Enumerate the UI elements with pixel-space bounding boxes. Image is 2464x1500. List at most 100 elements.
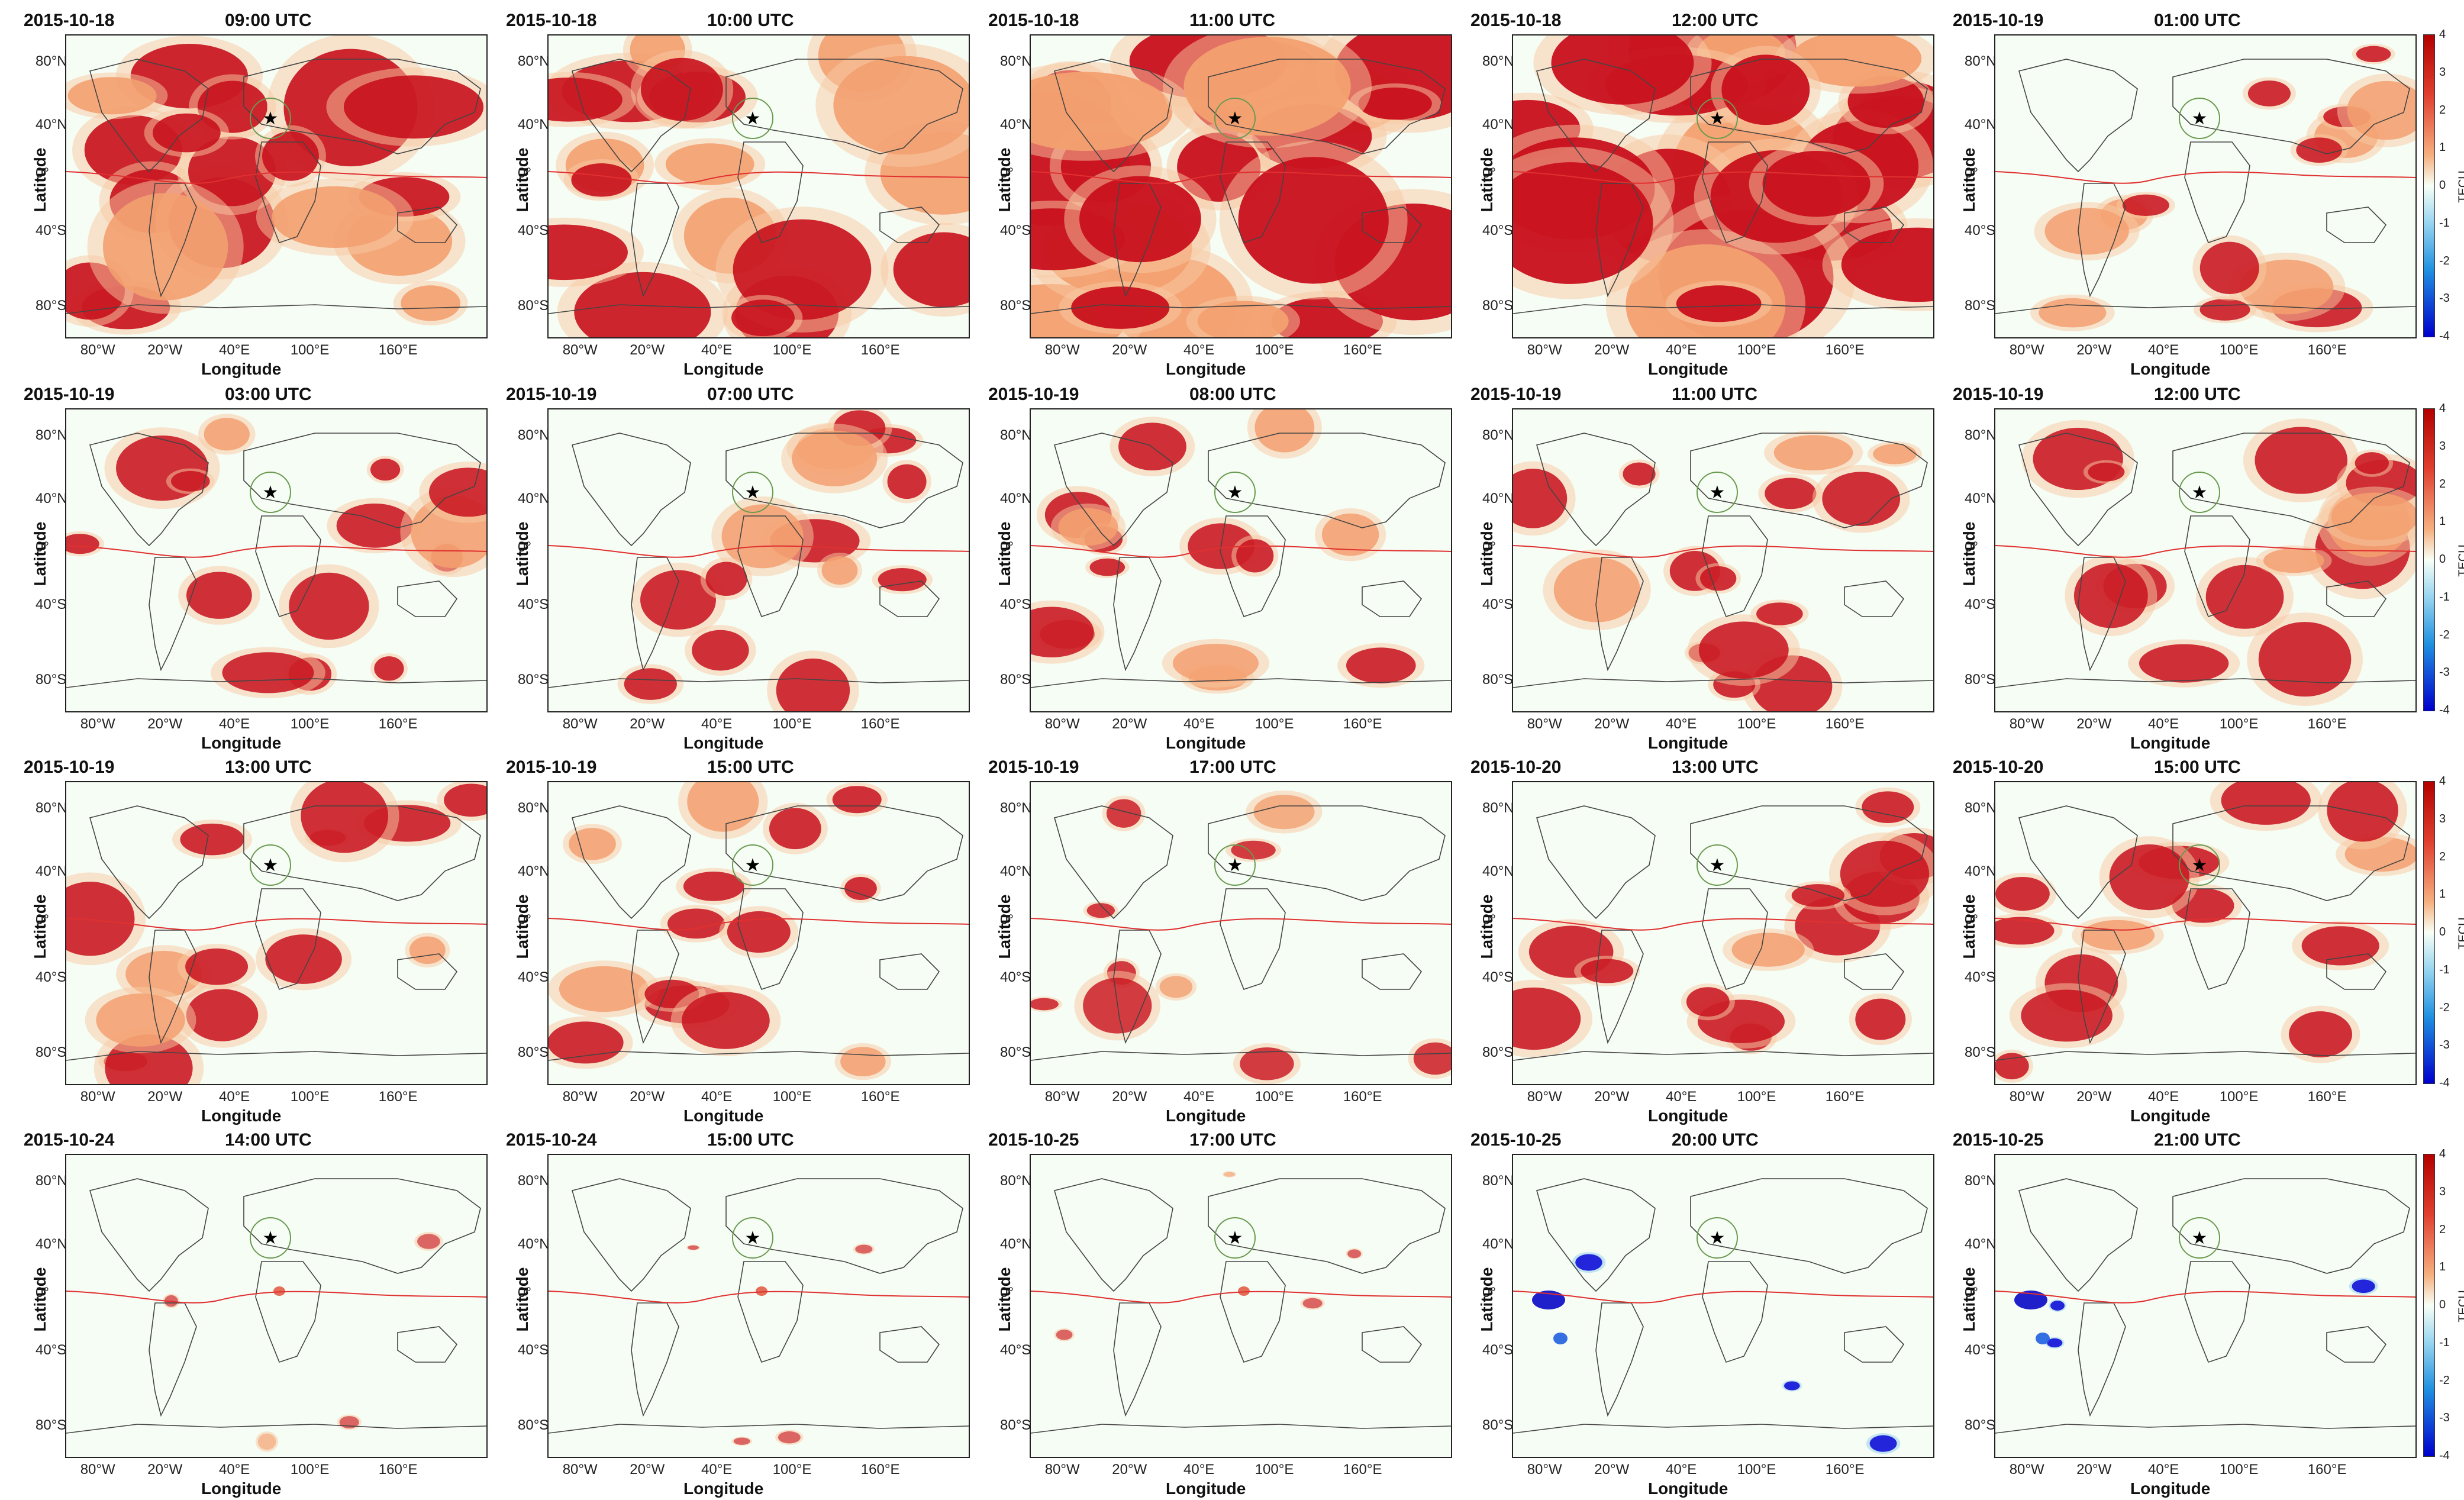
lon-tick-label: 100°E: [290, 716, 330, 732]
lat-tick-label: 40°S: [36, 969, 67, 985]
lat-tick-label: 40°S: [1482, 969, 1514, 985]
lon-tick-label: 160°E: [860, 1089, 900, 1105]
tecu-colorbar: 4 3 2 1 0 -1 -2 -3 -4 TECU: [2423, 402, 2464, 717]
lon-tick-label: 160°E: [378, 1089, 418, 1105]
magnetic-equator-line: [66, 171, 486, 184]
tec-anomaly-regions: [617, 409, 933, 711]
map-panel: 2015-10-19 13:00 UTC ★ 80°N 40°N 0° 40°S 80°S 80…: [24, 757, 491, 1125]
map-plot-area: ★: [547, 781, 970, 1085]
map-plot-area: ★: [1512, 34, 1934, 338]
magnetic-equator-line: [1995, 545, 2415, 558]
lat-tick-label: 80°S: [36, 1417, 67, 1433]
lat-tick-label: 40°S: [518, 1341, 549, 1358]
coastline-outline: [66, 1178, 486, 1434]
magnetic-equator-line: [1031, 545, 1451, 558]
lon-tick-label: 100°E: [290, 342, 330, 358]
lat-tick-label: 0°: [518, 164, 531, 181]
colorbar-tick-label: -4: [2439, 1076, 2450, 1089]
lat-tick-label: 80°N: [1482, 53, 1514, 69]
lat-tick-label: 80°N: [1482, 799, 1514, 816]
lon-tick-label: 160°E: [378, 342, 418, 358]
magnetic-equator-line: [1031, 1291, 1451, 1304]
lat-tick-label: 40°N: [1482, 491, 1514, 507]
magnetic-equator-line: [1995, 171, 2415, 184]
x-axis-label: Longitude: [1166, 734, 1246, 752]
x-axis-label: Longitude: [201, 734, 282, 752]
star-icon: ★: [1710, 109, 1726, 128]
lat-tick-label: 80°S: [1965, 1044, 1996, 1060]
map-plot-area: ★: [1512, 1154, 1934, 1458]
map-plot-area: ★: [1512, 408, 1934, 712]
lon-tick-label: 160°E: [1825, 1462, 1865, 1478]
lon-tick-label: 40°E: [701, 1089, 733, 1105]
coastline-outline: [549, 433, 969, 688]
lat-tick-label: 80°S: [518, 1044, 549, 1060]
colorbar-tick-label: 2: [2439, 103, 2446, 117]
lon-tick-label: 100°E: [772, 716, 812, 732]
lat-tick-label: 80°N: [1965, 799, 1997, 816]
panel-time: 13:00 UTC: [1672, 757, 1759, 777]
lon-tick-label: 160°E: [860, 342, 900, 358]
lon-tick-label: 20°W: [2076, 1462, 2112, 1478]
magnetic-equator-line: [66, 1291, 486, 1304]
lon-tick-label: 160°E: [860, 716, 900, 732]
epicenter-circle: [1697, 844, 1738, 886]
colorbar-tick-label: -1: [2439, 590, 2450, 604]
star-icon: ★: [745, 856, 761, 875]
lon-tick-label: 40°E: [2148, 1089, 2179, 1105]
colorbar-label: TECU: [2456, 917, 2464, 950]
coastline-outline: [1031, 433, 1451, 688]
map-plot-area: ★: [1030, 34, 1452, 338]
colorbar-tick-label: 2: [2439, 1222, 2446, 1236]
lon-tick-label: 100°E: [1737, 716, 1776, 732]
x-axis-label: Longitude: [2130, 360, 2211, 378]
map-panel: 2015-10-19 08:00 UTC ★ 80°N 40°N 0° 40°S 80°S 80…: [988, 385, 1456, 752]
lon-tick-label: 160°E: [2307, 1462, 2347, 1478]
lat-tick-label: 80°N: [1000, 799, 1032, 816]
lon-tick-label: 80°W: [2009, 1462, 2044, 1478]
y-axis-label: Latitude: [513, 147, 531, 212]
lat-tick-label: 40°N: [1000, 1236, 1032, 1252]
magnetic-equator-line: [1513, 1291, 1933, 1304]
map-panel: 2015-10-25 20:00 UTC ★ 80°N 40°N 0° 40°S 80°S 80…: [1470, 1130, 1938, 1498]
epicenter-circle: [1697, 1217, 1738, 1259]
lat-tick-label: 40°N: [1000, 863, 1032, 879]
lon-tick-label: 100°E: [2219, 1089, 2259, 1105]
colorbar-tick-label: -3: [2439, 1038, 2450, 1052]
star-icon: ★: [1227, 109, 1243, 128]
panel-date: 2015-10-19: [988, 757, 1079, 777]
panel-date: 2015-10-19: [24, 385, 115, 404]
map-plot-area: ★: [547, 408, 970, 712]
epicenter-circle: [1214, 844, 1256, 886]
colorbar-tick-label: 4: [2439, 28, 2446, 41]
coastline-outline: [1031, 59, 1451, 314]
lon-tick-label: 160°E: [1825, 342, 1865, 358]
map-panel: 2015-10-20 15:00 UTC ★ 80°N 40°N 0° 40°S 80°S 80…: [1953, 757, 2420, 1125]
lat-tick-label: 40°N: [518, 491, 550, 507]
lon-tick-label: 40°E: [701, 716, 733, 732]
tecu-colorbar: 4 3 2 1 0 -1 -2 -3 -4 TECU: [2423, 28, 2464, 343]
lat-tick-label: 80°S: [1000, 672, 1031, 688]
lon-tick-label: 20°W: [2076, 716, 2112, 732]
colorbar-tick-label: -1: [2439, 963, 2450, 976]
map-panel: 2015-10-18 12:00 UTC ★ 80°N 40°N 0° 40°S 80°S 80…: [1470, 11, 1938, 378]
colorbar-tick-label: 3: [2439, 65, 2446, 79]
lat-tick-label: 40°S: [1000, 596, 1031, 612]
colorbar-label: TECU: [2456, 1290, 2464, 1322]
lat-tick-label: 40°N: [1965, 863, 1997, 879]
lon-tick-label: 20°W: [630, 342, 665, 358]
lat-tick-label: 40°S: [1000, 1341, 1031, 1358]
lat-tick-label: 40°N: [1000, 491, 1032, 507]
tec-anomaly-regions: [549, 782, 892, 1080]
lon-tick-label: 20°W: [1112, 1089, 1147, 1105]
lon-tick-label: 100°E: [290, 1462, 330, 1478]
panel-date: 2015-10-19: [506, 385, 597, 404]
lat-tick-label: 80°N: [1000, 427, 1032, 443]
star-icon: ★: [1710, 1228, 1726, 1248]
colorbar-tick-label: -1: [2439, 216, 2450, 230]
x-axis-label: Longitude: [1648, 360, 1728, 378]
colorbar-tick-label: 3: [2439, 439, 2446, 453]
lat-tick-label: 80°S: [1482, 1044, 1514, 1060]
lat-tick-label: 80°S: [36, 672, 67, 688]
colorbar-tick-label: 2: [2439, 477, 2446, 491]
